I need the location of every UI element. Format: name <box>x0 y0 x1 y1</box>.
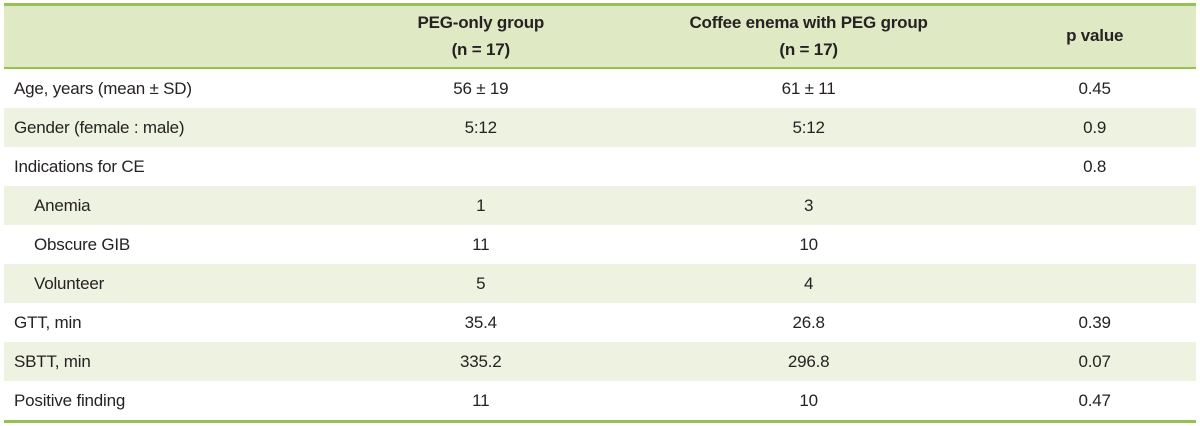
table-body: Age, years (mean ± SD) 56 ± 19 61 ± 11 0… <box>4 68 1196 422</box>
baseline-characteristics-table: PEG-only group (n = 17) Coffee enema wit… <box>4 3 1196 423</box>
header-empty-cell <box>4 4 338 69</box>
header-coffee-enema-n: (n = 17) <box>779 39 838 59</box>
header-peg-only-line1: PEG-only group <box>417 13 545 33</box>
row-label: Gender (female : male) <box>14 117 185 137</box>
table-row-age: Age, years (mean ± SD) 56 ± 19 61 ± 11 0… <box>4 68 1196 108</box>
table-row-obscure-gib: Obscure GIB 11 10 <box>4 225 1196 264</box>
row-label: Obscure GIB <box>34 234 131 254</box>
table-row-indications: Indications for CE 0.8 <box>4 147 1196 186</box>
header-p-value: p value <box>993 4 1196 69</box>
cell-p-value <box>993 225 1196 264</box>
cell-p-value: 0.39 <box>1078 312 1111 332</box>
cell-peg-only: 56 ± 19 <box>453 78 509 98</box>
table-row-anemia: Anemia 1 3 <box>4 186 1196 225</box>
cell-coffee-enema: 5:12 <box>792 117 825 137</box>
cell-peg-only: 5 <box>476 273 486 293</box>
table-row-gender: Gender (female : male) 5:12 5:12 0.9 <box>4 108 1196 147</box>
cell-coffee-enema: 4 <box>803 273 814 293</box>
cell-coffee-enema: 26.8 <box>792 312 825 332</box>
cell-coffee-enema: 296.8 <box>787 351 830 371</box>
cell-p-value: 0.9 <box>1083 117 1107 137</box>
table-header: PEG-only group (n = 17) Coffee enema wit… <box>4 4 1196 69</box>
cell-coffee-enema <box>624 147 994 186</box>
cell-peg-only: 35.4 <box>464 312 497 332</box>
table-row-positive-finding: Positive finding 11 10 0.47 <box>4 381 1196 422</box>
row-label: Age, years (mean ± SD) <box>14 78 192 98</box>
header-peg-only-group: PEG-only group (n = 17) <box>337 4 624 69</box>
cell-p-value: 0.45 <box>1078 78 1111 98</box>
cell-coffee-enema: 3 <box>803 195 814 215</box>
header-coffee-enema-line1: Coffee enema with PEG group <box>689 13 928 33</box>
cell-peg-only: 1 <box>476 195 486 215</box>
cell-p-value <box>993 264 1196 303</box>
cell-peg-only: 5:12 <box>464 117 497 137</box>
cell-p-value <box>993 186 1196 225</box>
cell-peg-only: 11 <box>472 234 490 254</box>
header-peg-only-n: (n = 17) <box>451 39 511 59</box>
cell-coffee-enema: 10 <box>799 234 818 254</box>
table-row-volunteer: Volunteer 5 4 <box>4 264 1196 303</box>
table-row-gtt: GTT, min 35.4 26.8 0.39 <box>4 303 1196 342</box>
cell-coffee-enema: 10 <box>799 390 818 410</box>
cell-peg-only <box>338 147 624 186</box>
cell-p-value: 0.47 <box>1078 390 1111 410</box>
cell-p-value: 0.8 <box>1083 156 1107 176</box>
row-label: Anemia <box>34 195 91 215</box>
cell-coffee-enema: 61 ± 11 <box>781 78 836 98</box>
header-coffee-enema-group: Coffee enema with PEG group (n = 17) <box>623 4 994 69</box>
row-label: Volunteer <box>34 273 105 293</box>
cell-peg-only: 11 <box>472 390 490 410</box>
row-label: Positive finding <box>14 390 126 410</box>
row-label: SBTT, min <box>14 351 91 371</box>
table-header-row: PEG-only group (n = 17) Coffee enema wit… <box>4 4 1196 69</box>
row-label: Indications for CE <box>14 156 145 176</box>
cell-peg-only: 335.2 <box>460 351 502 371</box>
row-label: GTT, min <box>14 312 82 332</box>
cell-p-value: 0.07 <box>1078 351 1111 371</box>
table-row-sbtt: SBTT, min 335.2 296.8 0.07 <box>4 342 1196 381</box>
